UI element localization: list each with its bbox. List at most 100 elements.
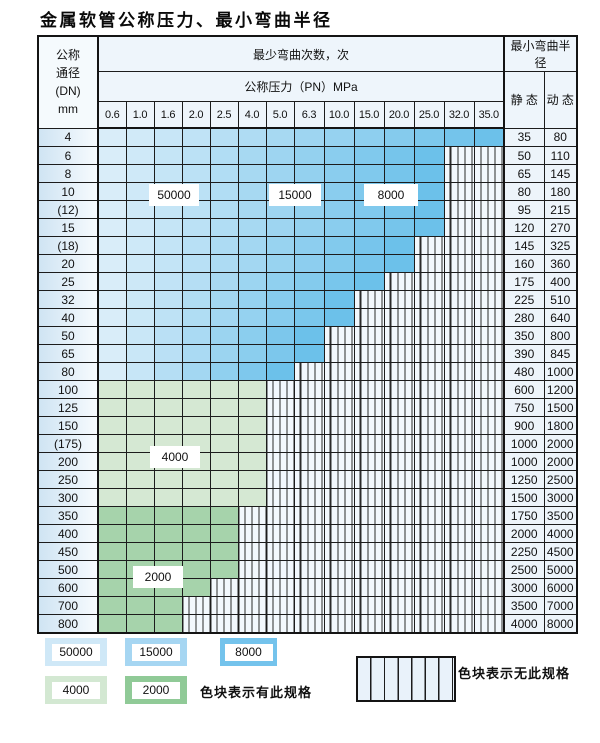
static-radius-cell: 1000 [503,452,545,471]
spec-available-cell [237,308,267,327]
spec-available-cell [181,236,211,255]
spec-available-cell [209,542,239,561]
spec-unavailable-cell [323,380,355,399]
zone-label-4000: 4000 [150,446,200,468]
spec-available-cell [383,164,415,183]
spec-available-cell [209,506,239,525]
spec-available-cell [293,290,325,309]
spec-available-cell [153,254,183,273]
spec-unavailable-cell [413,236,445,255]
spec-unavailable-cell [473,578,505,597]
spec-available-cell [97,254,127,273]
spec-table-container: 公称 通径 (DN) mm 最少弯曲次数，次 最小弯曲半径 公称压力（PN）MPa 静 态动 … [37,35,578,634]
spec-available-cell [181,344,211,363]
spec-available-cell [181,127,211,147]
spec-available-cell [125,416,155,435]
spec-available-cell [153,164,183,183]
spec-available-cell [97,506,127,525]
spec-unavailable-cell [443,326,475,345]
spec-available-cell [443,127,475,147]
dn-cell: 8 [37,164,99,183]
nominal-pressure-header: 公称压力（PN）MPa [97,71,505,102]
static-radius-cell: 900 [503,416,545,435]
spec-unavailable-cell [383,326,415,345]
spec-unavailable-cell [293,488,325,507]
spec-available-cell [237,470,267,489]
spec-available-cell [153,236,183,255]
spec-unavailable-cell [353,506,385,525]
spec-available-cell [125,362,155,381]
spec-unavailable-cell [293,362,325,381]
spec-available-cell [125,614,155,634]
legend-chip-4000: 4000 [45,676,107,704]
table-row: 450 2250 4500 [37,542,578,561]
dynamic-radius-cell: 4500 [543,542,578,561]
spec-available-cell [153,614,183,634]
spec-available-cell [209,470,239,489]
spec-available-cell [125,542,155,561]
dynamic-radius-cell: 6000 [543,578,578,597]
legend-chip-50000: 50000 [45,638,107,666]
spec-available-cell [323,127,355,147]
dn-cell: 600 [37,578,99,597]
spec-available-cell [97,452,127,471]
dn-cell: 300 [37,488,99,507]
spec-available-cell [265,344,295,363]
pressure-tick: 1.0 [125,101,155,129]
spec-available-cell [293,254,325,273]
spec-unavailable-cell [443,344,475,363]
dynamic-radius-cell: 325 [543,236,578,255]
table-row: 40 280 640 [37,308,578,327]
spec-unavailable-cell [443,362,475,381]
dn-cell: 80 [37,362,99,381]
spec-unavailable-cell [383,560,415,579]
static-radius-cell: 95 [503,200,545,219]
spec-available-cell [353,272,385,291]
spec-unavailable-cell [353,308,385,327]
spec-unavailable-cell [293,542,325,561]
spec-available-cell [153,127,183,147]
spec-available-cell [209,200,239,219]
spec-unavailable-cell [383,524,415,543]
spec-unavailable-cell [473,308,505,327]
spec-unavailable-cell [473,380,505,399]
dn-cell: 450 [37,542,99,561]
static-radius-cell: 80 [503,182,545,201]
table-row: 500 2500 5000 [37,560,578,579]
spec-available-cell [97,524,127,543]
spec-unavailable-cell [413,560,445,579]
spec-unavailable-cell [353,326,385,345]
spec-available-cell [209,272,239,291]
spec-unavailable-cell [413,434,445,453]
spec-unavailable-cell [383,596,415,615]
spec-unavailable-cell [265,542,295,561]
pressure-tick: 32.0 [443,101,475,129]
spec-available-cell [153,506,183,525]
spec-unavailable-cell [237,614,267,634]
spec-unavailable-cell [443,506,475,525]
spec-unavailable-cell [209,596,239,615]
spec-unavailable-cell [413,416,445,435]
spec-available-cell [209,452,239,471]
spec-available-cell [97,127,127,147]
dynamic-radius-cell: 360 [543,254,578,273]
zone-label-50000: 50000 [149,184,199,206]
spec-available-cell [265,218,295,237]
spec-unavailable-cell [237,524,267,543]
spec-available-cell [413,164,445,183]
dynamic-radius-cell: 8000 [543,614,578,634]
spec-unavailable-cell [323,524,355,543]
spec-unavailable-cell [443,578,475,597]
spec-unavailable-cell [293,434,325,453]
spec-unavailable-cell [353,380,385,399]
min-bend-radius-header: 最小弯曲半径 [503,35,578,72]
pressure-tick: 0.6 [97,101,127,129]
spec-unavailable-cell [383,578,415,597]
spec-available-cell [209,290,239,309]
spec-unavailable-cell [413,488,445,507]
spec-available-cell [125,254,155,273]
static-radius-cell: 4000 [503,614,545,634]
spec-available-cell [125,218,155,237]
spec-unavailable-cell [353,398,385,417]
dn-cell: 700 [37,596,99,615]
